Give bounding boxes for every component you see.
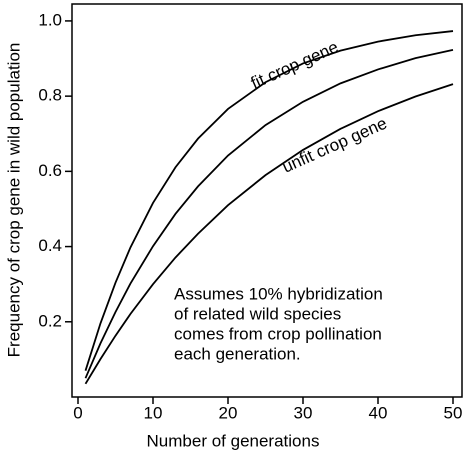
series-label: fit crop gene	[248, 37, 341, 92]
x-tick-label: 0	[73, 403, 82, 422]
x-tick-label: 10	[144, 403, 163, 422]
y-tick-label: 1.0	[38, 10, 62, 29]
x-tick-label: 20	[219, 403, 238, 422]
y-tick-label: 0.2	[38, 311, 62, 330]
series-line	[84, 49, 454, 379]
annotation-line: each generation.	[174, 344, 301, 363]
series-line	[84, 83, 454, 385]
y-tick-label: 0.4	[38, 236, 62, 255]
series-line	[84, 30, 454, 371]
x-tick-label: 30	[294, 403, 313, 422]
x-tick-label: 40	[369, 403, 388, 422]
annotation-line: comes from crop pollination	[174, 324, 382, 343]
y-tick-label: 0.8	[38, 86, 62, 105]
y-tick-label: 0.6	[38, 161, 62, 180]
y-axis-label: Frequency of crop gene in wild populatio…	[4, 43, 23, 358]
annotation-line: of related wild species	[174, 304, 341, 323]
plot-frame	[71, 3, 463, 398]
x-tick-label: 50	[444, 403, 463, 422]
series-label: unfit crop gene	[279, 114, 389, 177]
x-axis-label: Number of generations	[147, 431, 320, 450]
annotation-line: Assumes 10% hybridization	[174, 284, 383, 303]
